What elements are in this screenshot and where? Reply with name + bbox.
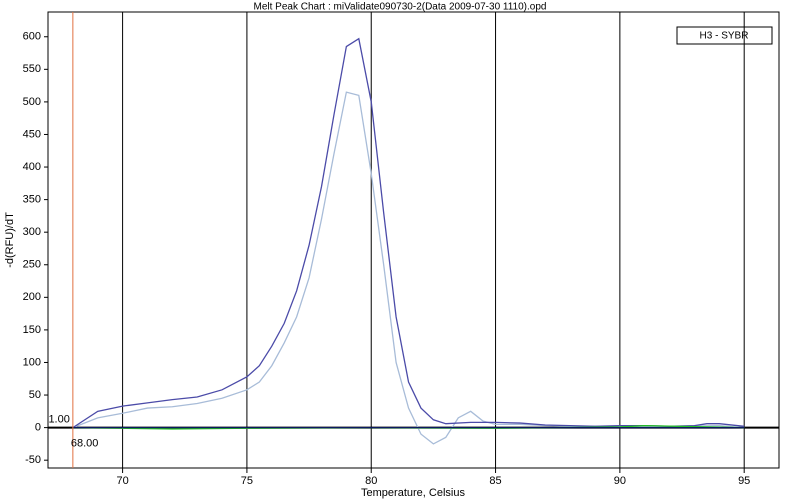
x-tick-label: 95 <box>738 475 750 487</box>
chart-title: Melt Peak Chart : miValidate090730-2(Dat… <box>254 2 547 13</box>
x-tick-label: 85 <box>489 475 501 487</box>
y-axis-label: -d(RFU)/dT <box>4 212 16 268</box>
x-tick-label: 90 <box>614 475 626 487</box>
cursor-y-label: 1.00 <box>48 414 69 426</box>
y-tick-label: 350 <box>23 194 41 206</box>
y-tick-label: 600 <box>23 31 41 43</box>
y-tick-label: 0 <box>35 422 41 434</box>
y-tick-label: 450 <box>23 128 41 140</box>
x-axis-label: Temperature, Celsius <box>361 487 465 499</box>
y-tick-label: 100 <box>23 356 41 368</box>
y-tick-label: -50 <box>25 454 41 466</box>
y-tick-label: 400 <box>23 161 41 173</box>
legend-box <box>676 26 773 45</box>
y-tick-label: 500 <box>23 96 41 108</box>
series-line <box>72 37 745 429</box>
x-tick-label: 70 <box>116 475 128 487</box>
y-tick-label: 550 <box>23 63 41 75</box>
plot-frame <box>47 11 780 469</box>
legend-label: H3 - SYBR <box>700 31 749 42</box>
series-line <box>72 91 745 445</box>
y-tick-label: 200 <box>23 291 41 303</box>
y-tick-label: 300 <box>23 226 41 238</box>
y-tick-label: 250 <box>23 259 41 271</box>
cursor-x-label: 68.00 <box>71 438 99 450</box>
y-tick-label: 50 <box>29 389 41 401</box>
x-tick-label: 75 <box>241 475 253 487</box>
x-tick-label: 80 <box>365 475 377 487</box>
y-tick-label: 150 <box>23 324 41 336</box>
